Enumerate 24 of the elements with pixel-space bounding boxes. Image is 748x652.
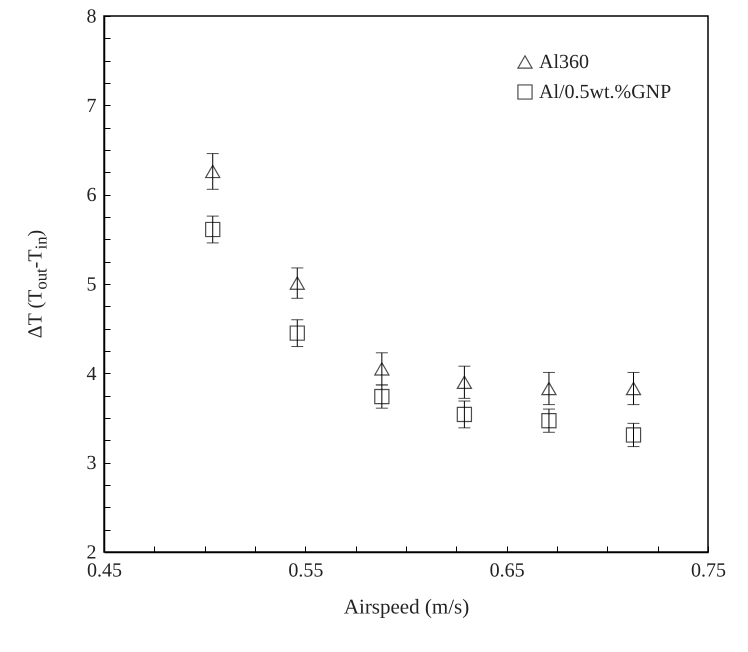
y-tick-label: 7 bbox=[86, 94, 96, 117]
y-tick-label: 3 bbox=[86, 452, 96, 474]
x-tick-label: 0.75 bbox=[691, 560, 726, 582]
point bbox=[626, 382, 642, 396]
y-tick-label: 6 bbox=[86, 184, 96, 206]
y-tick-label: 4 bbox=[86, 362, 96, 385]
legend-label: Al/0.5wt.%GNP bbox=[539, 81, 672, 103]
point bbox=[456, 376, 472, 389]
x-tick-label: 0.55 bbox=[288, 560, 324, 582]
x-tick-label: 0.65 bbox=[490, 560, 525, 582]
point bbox=[626, 427, 642, 443]
legend-label: Al360 bbox=[539, 51, 589, 73]
x-axis-title: Airspeed (m/s) bbox=[344, 594, 470, 618]
y-tick-label: 5 bbox=[86, 274, 96, 296]
point bbox=[374, 388, 390, 404]
point bbox=[205, 164, 220, 178]
point bbox=[205, 222, 220, 238]
y-tick-label: 8 bbox=[86, 6, 96, 28]
point bbox=[541, 382, 557, 396]
point bbox=[541, 413, 557, 428]
point bbox=[374, 362, 390, 376]
point bbox=[290, 276, 305, 290]
point bbox=[290, 325, 305, 341]
point bbox=[456, 406, 472, 422]
